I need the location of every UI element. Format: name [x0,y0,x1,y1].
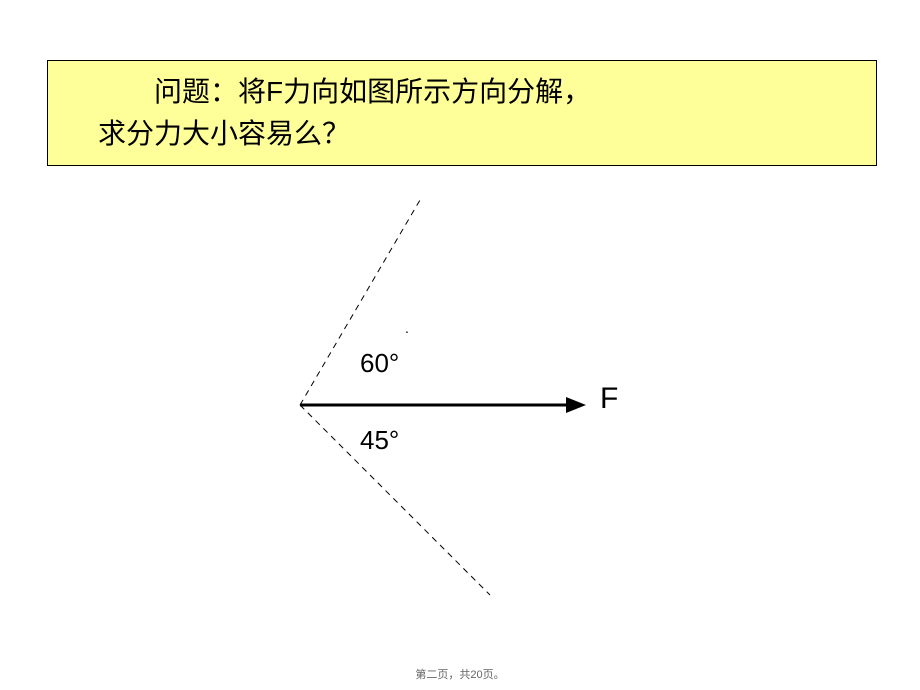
force-label: F [600,382,618,416]
question-box: 问题：将F力向如图所示方向分解， 求分力大小容易么？ [47,60,877,166]
question-text: 问题：将F力向如图所示方向分解， 求分力大小容易么？ [98,71,591,155]
force-vector-arrowhead [566,397,586,413]
angle-label-60: 60° [360,348,399,379]
angle-label-45: 45° [360,425,399,456]
force-diagram [260,200,740,620]
slide-page: 问题：将F力向如图所示方向分解， 求分力大小容易么？ . 60° 45° F 第… [0,0,920,690]
page-footer: 第二页，共20页。 [0,666,920,682]
center-dot: . [405,320,409,336]
